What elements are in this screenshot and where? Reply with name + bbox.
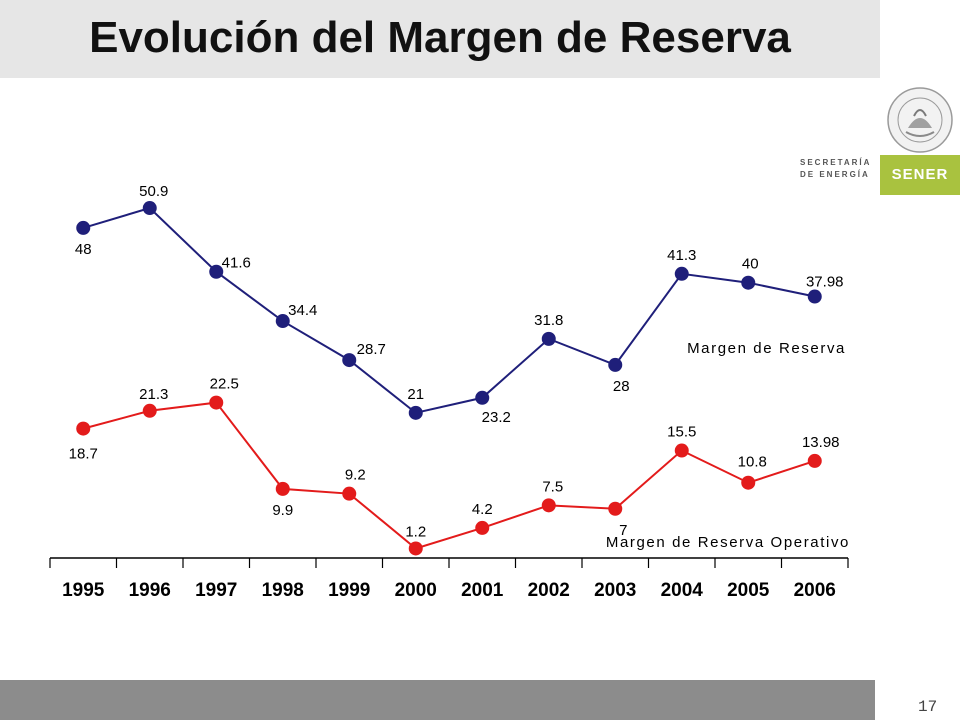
data-point — [475, 520, 490, 535]
data-label: 31.8 — [534, 312, 563, 329]
brand-text: SENER — [891, 166, 949, 183]
data-point — [275, 481, 290, 496]
data-point — [76, 421, 91, 436]
x-tick-label: 2004 — [661, 580, 704, 601]
data-label: 1.2 — [405, 523, 426, 540]
data-label: 34.4 — [288, 302, 317, 319]
x-axis: 1995 1996 1997 1998 1999 2000 2001 2002 2003 2004… — [49, 557, 849, 601]
data-label: 13.98 — [802, 434, 840, 451]
data-label: 18.7 — [69, 446, 98, 463]
data-point — [541, 498, 556, 513]
data-label: 28.7 — [357, 341, 386, 358]
page-title: Evolución del Margen de Reserva — [89, 13, 791, 62]
data-point — [741, 275, 756, 290]
data-label: 41.6 — [222, 255, 251, 272]
data-label: 41.3 — [667, 247, 696, 264]
data-point — [807, 289, 822, 304]
ministry-line-1: SECRETARÍA — [800, 158, 872, 167]
title-band — [0, 0, 880, 78]
x-tick-label: 2000 — [395, 580, 437, 601]
data-label: 23.2 — [482, 409, 511, 426]
series-name-label: Margen de Reserva — [687, 340, 846, 357]
data-label: 40 — [742, 256, 759, 273]
data-point — [608, 357, 623, 372]
data-point — [142, 403, 157, 418]
data-label: 10.8 — [738, 454, 767, 471]
data-label: 7.5 — [542, 478, 563, 495]
x-tick-label: 2006 — [794, 580, 836, 601]
data-point — [408, 541, 423, 556]
x-tick-label: 2002 — [528, 580, 570, 601]
ministry-line-2: DE ENERGÍA — [800, 170, 870, 179]
data-point — [674, 443, 689, 458]
data-point — [209, 395, 224, 410]
data-label: 50.9 — [139, 183, 168, 200]
data-point — [807, 453, 822, 468]
series-margen-de-reserva: 48 50.9 41.6 34.4 28.7 21 23.2 31.8 28 41.3 40 37.9… — [75, 183, 846, 426]
series-layer: 48 50.9 41.6 34.4 28.7 21 23.2 31.8 28 41.3 40 37.9… — [69, 183, 850, 556]
data-point — [76, 220, 91, 235]
x-tick-label: 1997 — [195, 580, 237, 601]
reserve-margin-chart: 1995 1996 1997 1998 1999 2000 2001 2002 2003 2004… — [49, 183, 850, 601]
x-tick-label: 2001 — [461, 580, 504, 601]
data-label: 37.98 — [806, 274, 844, 291]
series-name-label: Margen de Reserva Operativo — [606, 534, 850, 551]
x-tick-label: 1999 — [328, 580, 370, 601]
data-point — [674, 266, 689, 281]
data-point — [541, 331, 556, 346]
footer-band — [0, 680, 875, 720]
data-label: 7 — [619, 522, 627, 539]
series-line — [82, 401, 816, 550]
data-point — [142, 201, 157, 216]
data-point — [275, 314, 290, 329]
data-label: 48 — [75, 241, 92, 258]
series-margen-de-reserva-operativo: 18.7 21.3 22.5 9.9 9.2 1.2 4.2 7.5 7 15.5 10.8 13.9… — [69, 376, 850, 556]
data-label: 28 — [613, 378, 630, 395]
data-label: 4.2 — [472, 501, 493, 518]
series-line — [82, 206, 815, 414]
x-tick-label: 1995 — [62, 580, 105, 601]
x-tick-label: 1996 — [129, 580, 171, 601]
x-tick-label: 2003 — [594, 580, 636, 601]
data-point — [475, 390, 490, 405]
data-label: 9.2 — [345, 467, 366, 484]
page-number: 17 — [918, 698, 938, 716]
national-seal-icon — [887, 87, 953, 153]
data-label: 21 — [407, 386, 424, 403]
data-point — [342, 486, 357, 501]
data-point — [342, 353, 357, 368]
ministry-name: SECRETARÍA DE ENERGÍA — [800, 157, 876, 181]
data-label: 22.5 — [210, 376, 239, 393]
data-point — [209, 264, 224, 279]
data-label: 21.3 — [139, 386, 168, 403]
data-point — [408, 405, 423, 420]
data-label: 9.9 — [272, 502, 293, 519]
x-tick-label: 1998 — [262, 580, 304, 601]
brand-logo: SENER — [880, 155, 960, 195]
x-tick-label: 2005 — [727, 580, 770, 601]
data-point — [741, 475, 756, 490]
data-label: 15.5 — [667, 424, 696, 441]
data-point — [608, 501, 623, 516]
